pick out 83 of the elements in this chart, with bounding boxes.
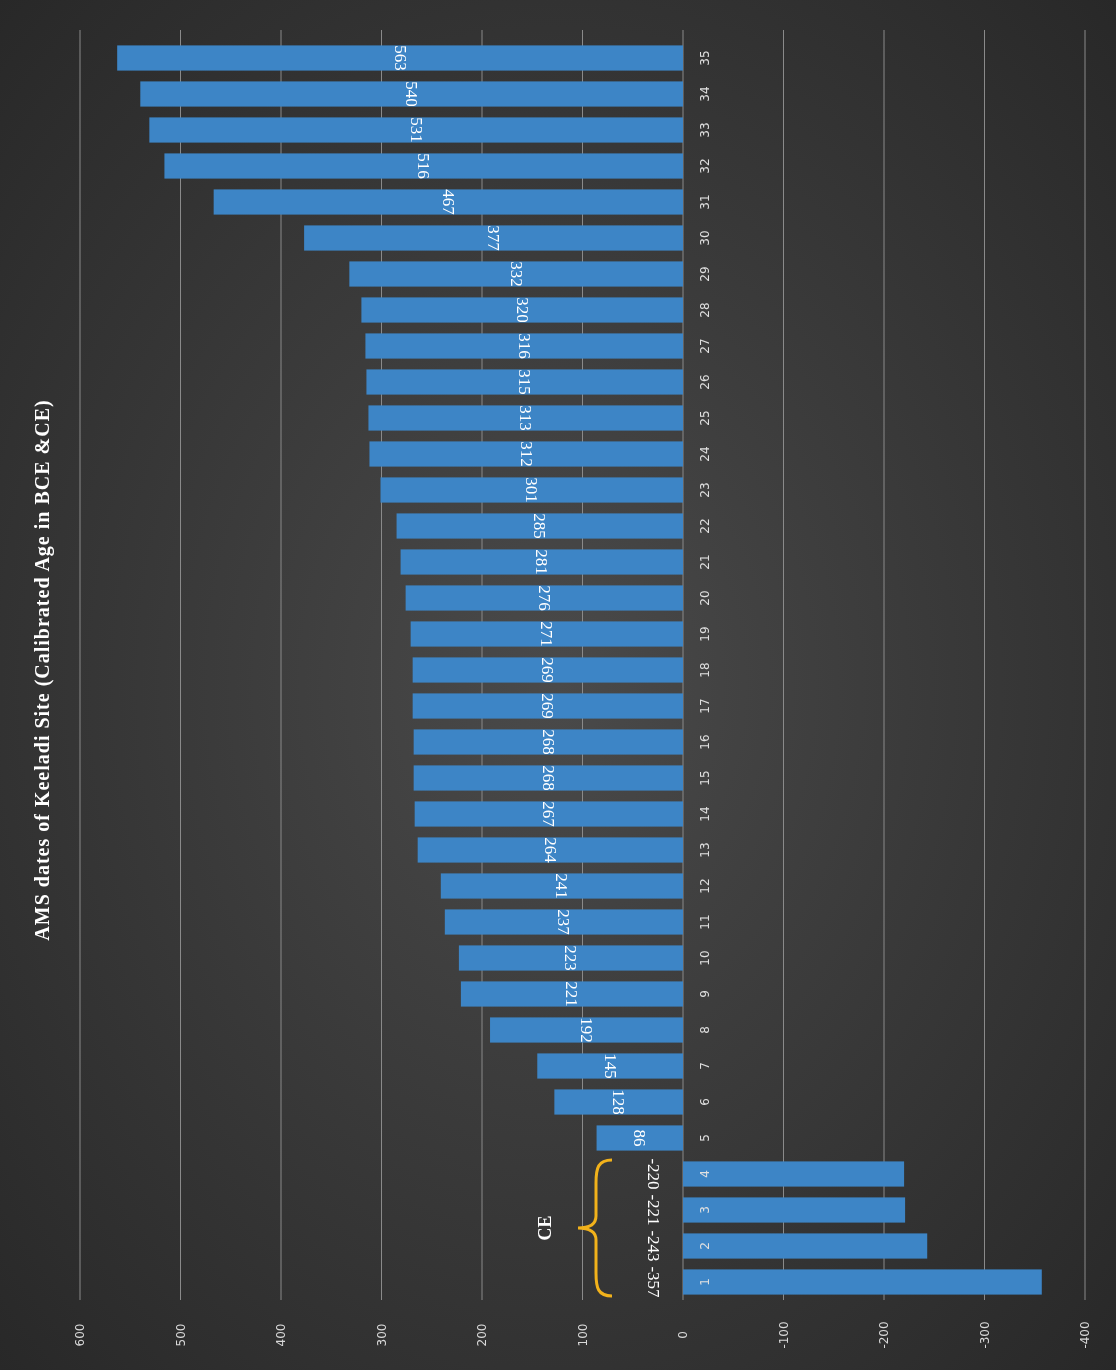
x-tick-label: 600 [73, 1323, 87, 1347]
data-label: 86 [630, 1129, 650, 1147]
data-label: 285 [530, 513, 550, 539]
x-tick-label: 200 [475, 1323, 489, 1347]
y-tick-label: 16 [698, 734, 712, 750]
x-tick-label: 100 [575, 1323, 590, 1347]
data-label: 516 [414, 153, 434, 179]
data-label: 264 [540, 837, 560, 864]
data-label: 312 [516, 441, 536, 467]
data-label: 271 [537, 621, 557, 647]
x-tick-label: 400 [274, 1323, 288, 1347]
data-label: 267 [539, 801, 559, 828]
x-tick-label: 300 [374, 1323, 389, 1347]
text: AMS dates of Keeladi Site (Calibrated Age in BCE &CE) [31, 399, 54, 941]
data-label: 540 [402, 81, 422, 107]
data-label: 315 [515, 369, 535, 395]
data-label: 269 [538, 693, 558, 719]
data-label: 268 [538, 729, 558, 755]
data-label: -221 [643, 1194, 663, 1226]
y-tick-label: 33 [698, 122, 712, 138]
y-tick-label: 6 [698, 1098, 712, 1106]
y-tick-label: 12 [698, 878, 712, 894]
y-tick-label: 22 [698, 518, 712, 534]
data-label: 467 [438, 189, 458, 216]
data-label: 269 [538, 657, 558, 683]
annotation: CE [535, 1215, 555, 1241]
y-tick-label: 26 [698, 374, 712, 390]
y-tick-label: 18 [698, 662, 712, 678]
data-label: 332 [506, 261, 526, 287]
y-tick-label: 21 [698, 554, 712, 570]
y-tick-label: 27 [698, 338, 712, 354]
x-tick-label: -200 [877, 1321, 891, 1349]
x-tick-label: -100 [776, 1321, 791, 1349]
y-tick-label: 2 [698, 1242, 712, 1250]
y-tick-label: 1 [698, 1278, 712, 1286]
data-label: 221 [562, 981, 582, 1007]
data-label: 192 [577, 1017, 597, 1043]
data-label: 377 [484, 225, 504, 252]
y-tick-label: 14 [698, 806, 712, 822]
y-tick-label: 35 [698, 50, 712, 66]
data-label: 223 [561, 945, 581, 971]
data-label: 313 [516, 405, 536, 431]
y-tick-label: 19 [698, 626, 712, 642]
data-label: 145 [600, 1053, 620, 1079]
y-tick-label: 13 [698, 842, 712, 858]
data-label: 128 [609, 1089, 629, 1115]
y-tick-label: 10 [698, 950, 712, 966]
y-tick-label: 23 [698, 482, 712, 498]
data-label: -243 [643, 1230, 663, 1262]
data-label: 563 [390, 45, 410, 71]
y-tick-label: 7 [698, 1062, 712, 1070]
data-label: 301 [522, 477, 542, 503]
y-tick-label: 34 [698, 86, 712, 102]
y-tick-label: 28 [698, 302, 712, 318]
y-tick-label: 17 [698, 698, 712, 714]
y-tick-label: 5 [698, 1134, 712, 1142]
data-label: 320 [512, 297, 532, 323]
data-label: 276 [534, 585, 554, 611]
y-tick-label: 32 [698, 158, 712, 174]
data-label: 281 [532, 549, 552, 575]
x-tick-label: 500 [173, 1323, 188, 1347]
data-label: 237 [554, 909, 574, 936]
data-label: -357 [643, 1266, 663, 1299]
data-label: -220 [643, 1158, 663, 1190]
y-tick-label: 4 [698, 1170, 712, 1178]
y-tick-label: 25 [698, 410, 712, 426]
x-tick-label: -400 [1078, 1321, 1092, 1349]
x-tick-label: 0 [676, 1331, 690, 1339]
data-label: 531 [406, 117, 426, 143]
y-tick-label: 11 [698, 914, 712, 930]
y-tick-label: 3 [698, 1206, 712, 1214]
data-label: 241 [552, 873, 572, 899]
x-tick-label: -300 [977, 1321, 992, 1349]
y-tick-label: 20 [698, 590, 712, 606]
y-tick-label: 24 [698, 446, 712, 462]
y-tick-label: 30 [698, 230, 712, 246]
data-label: 316 [514, 333, 534, 359]
data-label: 268 [538, 765, 558, 791]
y-tick-label: 8 [698, 1026, 712, 1034]
y-tick-label: 9 [698, 990, 712, 998]
y-tick-label: 29 [698, 266, 712, 282]
y-tick-label: 31 [698, 194, 712, 210]
y-tick-label: 15 [698, 770, 712, 786]
